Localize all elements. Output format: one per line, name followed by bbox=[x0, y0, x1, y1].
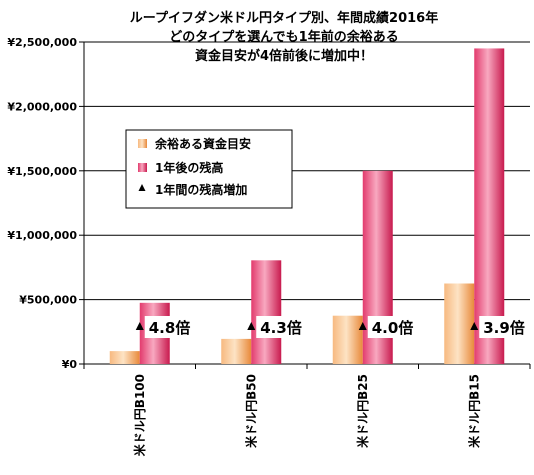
legend-label-series-2: 1年後の残高 bbox=[155, 160, 223, 175]
y-tick-label: ¥500,000 bbox=[19, 294, 77, 307]
ratio-label: 4.0倍 bbox=[372, 319, 414, 337]
legend-label-series-1: 余裕ある資金目安 bbox=[154, 136, 251, 151]
ratio-marker bbox=[247, 322, 256, 330]
category-labels: 米ドル円B100 米ドル円B50 米ドル円B25 米ドル円B15 bbox=[132, 374, 482, 456]
bar-balance-after-1yr bbox=[474, 48, 505, 364]
legend: 余裕ある資金目安 1年後の残高 1年間の残高増加 bbox=[125, 129, 293, 209]
y-tick-label: ¥1,000,000 bbox=[7, 229, 77, 242]
ratio-label: 4.3倍 bbox=[260, 319, 302, 337]
ratio-marker bbox=[470, 322, 479, 330]
category-label: 米ドル円B50 bbox=[243, 374, 258, 448]
bar-safe-funds bbox=[332, 315, 363, 364]
category-label: 米ドル円B100 bbox=[132, 374, 147, 456]
legend-box bbox=[125, 129, 293, 209]
category-label: 米ドル円B25 bbox=[355, 374, 370, 448]
bar-safe-funds bbox=[221, 338, 252, 364]
legend-swatch-orange bbox=[138, 139, 147, 148]
legend-label-ratio: 1年間の残高増加 bbox=[155, 182, 247, 197]
ratio-label: 4.8倍 bbox=[149, 319, 191, 337]
bar-safe-funds bbox=[444, 283, 475, 364]
y-tick-label: ¥0 bbox=[62, 358, 78, 371]
ratio-markers: 4.8倍 4.3倍 4.0倍 3.9倍 bbox=[135, 316, 532, 338]
ratio-marker bbox=[358, 322, 367, 330]
ratio-label: 3.9倍 bbox=[483, 319, 525, 337]
bar-safe-funds bbox=[109, 351, 140, 364]
title-line-2: どのタイプを選んでも1年前の余裕ある bbox=[169, 29, 398, 45]
ratio-label-box bbox=[144, 316, 197, 338]
title-line-1: ループイフダン米ドル円タイプ別、年間成績2016年 bbox=[130, 10, 438, 26]
title-line-3: 資金目安が4倍前後に増加中！ bbox=[195, 48, 373, 64]
category-label: 米ドル円B15 bbox=[466, 374, 481, 448]
ratio-label-box bbox=[479, 316, 532, 338]
ratio-label-box bbox=[256, 316, 309, 338]
legend-swatch-pink bbox=[138, 163, 147, 172]
ratio-marker bbox=[135, 322, 144, 330]
y-tick-label: ¥2,000,000 bbox=[7, 100, 77, 113]
chart-title: ループイフダン米ドル円タイプ別、年間成績2016年 どのタイプを選んでも1年前の… bbox=[130, 10, 438, 64]
y-tick-label: ¥2,500,000 bbox=[7, 36, 77, 49]
y-tick-label: ¥1,500,000 bbox=[7, 165, 77, 178]
ratio-label-box bbox=[367, 316, 420, 338]
legend-triangle-marker bbox=[138, 184, 146, 191]
bar-balance-after-1yr bbox=[251, 260, 282, 364]
